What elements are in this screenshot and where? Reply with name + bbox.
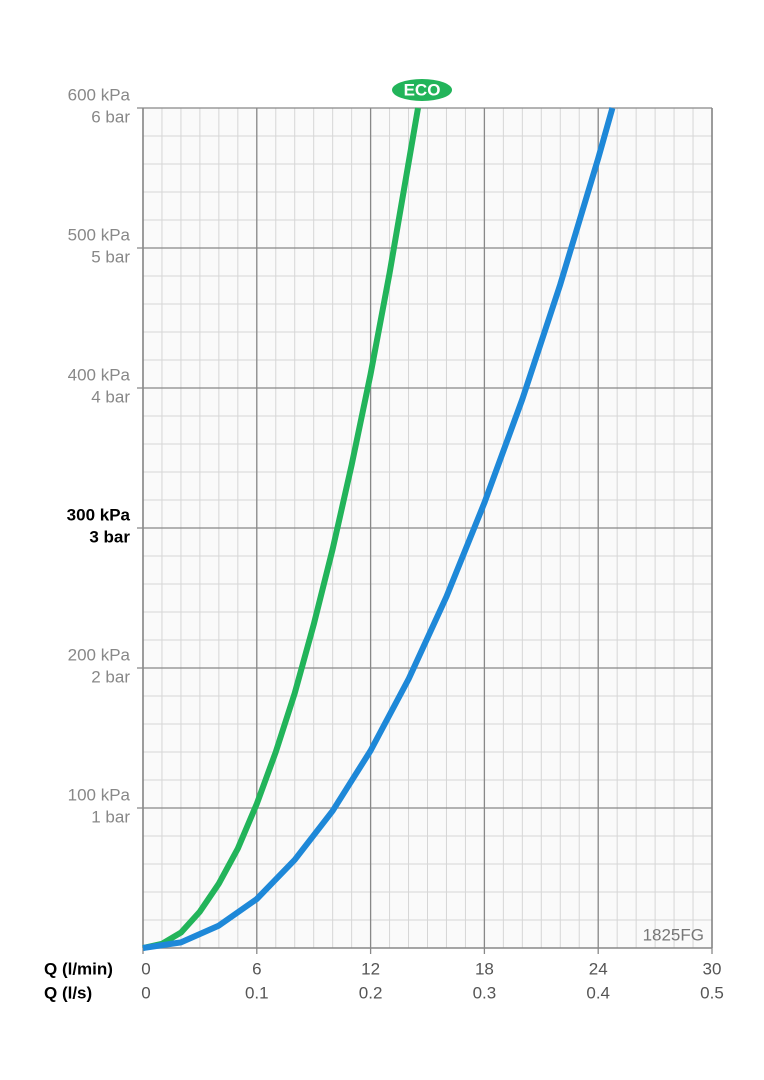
y-tick-label: 400 kPa bbox=[68, 365, 131, 384]
x2-tick-label: 0.1 bbox=[245, 983, 269, 1002]
x2-tick-label: 0.5 bbox=[700, 983, 724, 1002]
y-tick-label: 100 kPa bbox=[68, 785, 131, 804]
y2-tick-label: 5 bar bbox=[91, 247, 130, 266]
x2-axis-label: Q (l/s) bbox=[44, 983, 92, 1002]
x-tick-label: 0 bbox=[141, 959, 150, 978]
y2-tick-label: 3 bar bbox=[89, 527, 130, 546]
x2-tick-label: 0.3 bbox=[473, 983, 497, 1002]
series-line bbox=[142, 107, 616, 951]
x-tick-label: 12 bbox=[361, 959, 380, 978]
x-tick-label: 18 bbox=[475, 959, 494, 978]
y-tick-label: 600 kPa bbox=[68, 85, 131, 104]
y2-tick-label: 1 bar bbox=[91, 807, 130, 826]
y2-tick-label: 2 bar bbox=[91, 667, 130, 686]
labels: 0 6 12 18 24 30 0 0.1 0.2 0.3 0.4 0.5 100 kPa 200 kPa… bbox=[44, 79, 724, 1002]
x2-tick-label: 0.4 bbox=[586, 983, 610, 1002]
code-label: 1825FG bbox=[643, 925, 704, 944]
x-tick-label: 30 bbox=[703, 959, 722, 978]
x-axis-label: Q (l/min) bbox=[44, 959, 113, 978]
x2-tick-label: 0 bbox=[141, 983, 150, 1002]
series-line bbox=[142, 107, 421, 951]
y2-tick-label: 4 bar bbox=[91, 387, 130, 406]
x2-tick-label: 0.2 bbox=[359, 983, 383, 1002]
y-tick-label: 500 kPa bbox=[68, 225, 131, 244]
y-tick-label: 200 kPa bbox=[68, 645, 131, 664]
legend-badge bbox=[392, 79, 453, 101]
x-tick-label: 24 bbox=[589, 959, 608, 978]
y-tick-label: 300 kPa bbox=[67, 505, 131, 524]
lines bbox=[142, 107, 616, 951]
x-tick-label: 6 bbox=[252, 959, 261, 978]
y2-tick-label: 6 bar bbox=[91, 107, 130, 126]
legend-label: ECO bbox=[404, 80, 441, 99]
